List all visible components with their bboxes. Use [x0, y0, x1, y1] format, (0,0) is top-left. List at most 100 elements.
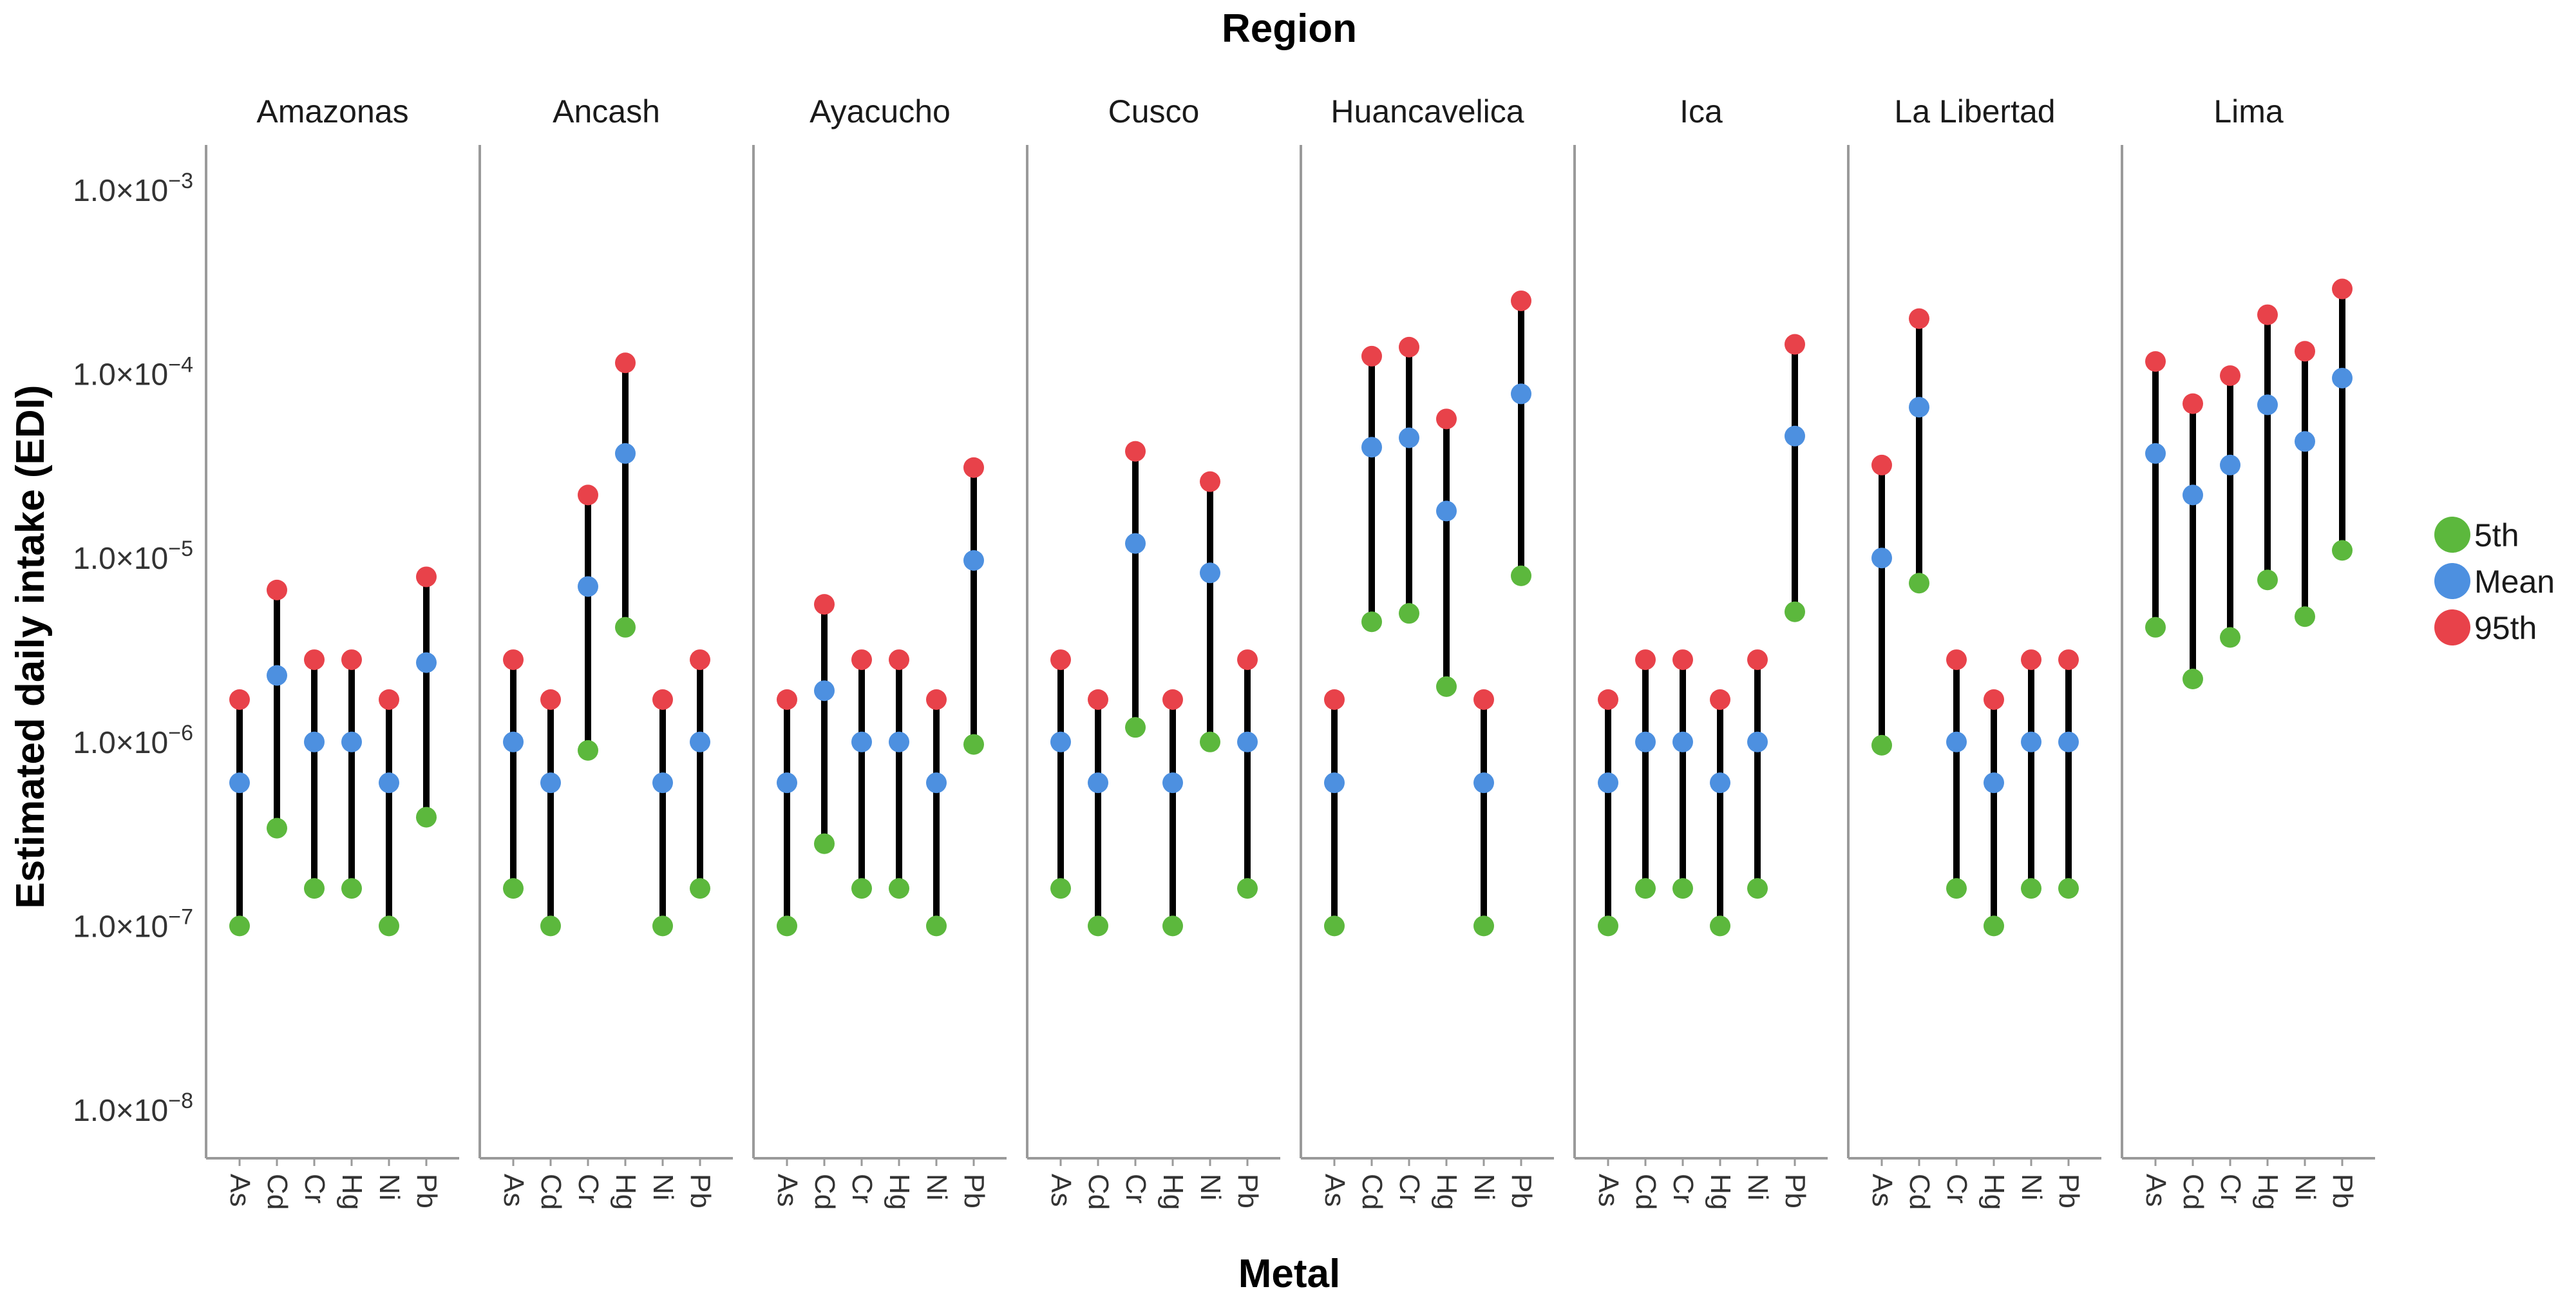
point-5th	[379, 915, 399, 937]
point-5th	[615, 616, 636, 638]
point-5th	[1909, 573, 1929, 594]
x-tick-label: Ni	[647, 1174, 679, 1201]
point-5th	[1436, 676, 1457, 697]
point-mean	[2295, 431, 2315, 452]
point-mean	[1635, 731, 1656, 752]
x-tick-label: Cr	[1120, 1174, 1151, 1203]
point-95th	[1436, 408, 1457, 430]
point-95th	[1598, 689, 1618, 710]
x-tick-label: As	[772, 1174, 803, 1207]
point-95th	[1050, 649, 1071, 671]
point-5th	[1785, 601, 1805, 622]
x-tick-label: As	[1866, 1174, 1898, 1207]
x-tick-label: Pb	[1232, 1174, 1264, 1209]
point-95th	[1088, 689, 1108, 710]
point-mean	[615, 443, 636, 464]
legend-label-p5: 5th	[2474, 517, 2519, 553]
x-tick-label: Cr	[1667, 1174, 1699, 1203]
point-5th	[503, 878, 524, 899]
x-tick-label: Hg	[336, 1174, 368, 1210]
point-mean	[926, 772, 947, 794]
x-tick-label: Cd	[809, 1174, 840, 1210]
x-tick-label: As	[2140, 1174, 2172, 1207]
point-5th	[1635, 878, 1656, 899]
facet-panel: Amazonas As Cd Cr Hg Ni Pb	[205, 93, 459, 1210]
facet-panel: La Libertad As Cd Cr Hg Ni Pb	[1847, 93, 2101, 1210]
point-mean	[1984, 772, 2004, 794]
point-mean	[2332, 367, 2353, 388]
point-mean	[1747, 731, 1768, 752]
point-95th	[1237, 649, 1258, 671]
x-tick-label: Cr	[2215, 1174, 2246, 1203]
x-tick-label: Cd	[261, 1174, 293, 1210]
x-tick-label: Cr	[573, 1174, 604, 1203]
point-5th	[1050, 878, 1071, 899]
x-tick-label: Pb	[2053, 1174, 2085, 1209]
point-mean	[1598, 772, 1618, 794]
legend-label-p95: 95th	[2474, 610, 2537, 646]
point-mean	[1237, 731, 1258, 752]
point-95th	[578, 484, 598, 506]
point-95th	[1635, 649, 1656, 671]
facet-strip-label: Cusco	[1108, 93, 1200, 129]
point-95th	[229, 689, 250, 710]
x-tick-label: Ni	[374, 1174, 405, 1201]
x-tick-label: As	[1319, 1174, 1350, 1207]
x-tick-label: Pb	[1506, 1174, 1537, 1209]
x-tick-label: Hg	[1705, 1174, 1736, 1210]
point-mean	[229, 772, 250, 794]
point-95th	[1946, 649, 1967, 671]
x-tick-label: Cr	[846, 1174, 878, 1203]
point-mean	[2021, 731, 2041, 752]
x-tick-label: Cd	[2177, 1174, 2209, 1210]
point-mean	[2257, 394, 2278, 416]
facet-panel: Huancavelica As Cd Cr Hg Ni Pb	[1300, 93, 1554, 1210]
point-mean	[379, 772, 399, 794]
point-5th	[229, 915, 250, 937]
x-tick-label: As	[498, 1174, 529, 1207]
x-tick-label: Cd	[1904, 1174, 1935, 1210]
point-95th	[1871, 454, 1892, 475]
point-mean	[1088, 772, 1108, 794]
x-tick-label: Cr	[1941, 1174, 1973, 1203]
x-tick-label: Cr	[1394, 1174, 1425, 1203]
point-95th	[540, 689, 561, 710]
point-mean	[1710, 772, 1730, 794]
point-mean	[578, 576, 598, 597]
y-tick-label: 1.0×10−4	[73, 353, 193, 392]
point-mean	[540, 772, 561, 794]
legend-key-p5	[2434, 517, 2470, 553]
point-95th	[1162, 689, 1183, 710]
x-tick-label: Hg	[1431, 1174, 1463, 1210]
point-mean	[1511, 383, 1531, 405]
point-5th	[341, 878, 362, 899]
point-95th	[1399, 336, 1419, 358]
point-mean	[341, 731, 362, 752]
point-95th	[1200, 471, 1220, 492]
point-mean	[1871, 548, 1892, 569]
point-mean	[963, 549, 984, 571]
x-axis-title: Metal	[1238, 1252, 1340, 1296]
point-mean	[1125, 533, 1146, 554]
point-95th	[1361, 345, 1382, 367]
legend-label-mean: Mean	[2474, 564, 2555, 600]
point-5th	[2145, 616, 2166, 638]
point-95th	[2257, 304, 2278, 325]
x-tick-label: Hg	[884, 1174, 915, 1210]
x-tick-label: Pb	[1779, 1174, 1811, 1209]
point-mean	[1473, 772, 1494, 794]
point-5th	[2021, 878, 2041, 899]
y-tick-label: 1.0×10−3	[73, 169, 193, 208]
point-mean	[2058, 731, 2079, 752]
point-5th	[851, 878, 872, 899]
legend-key-mean	[2434, 563, 2470, 599]
point-5th	[690, 878, 710, 899]
point-5th	[1088, 915, 1108, 937]
point-5th	[2295, 606, 2315, 627]
point-5th	[1473, 915, 1494, 937]
point-5th	[1672, 878, 1693, 899]
point-95th	[341, 649, 362, 671]
facet-strip-label: Huancavelica	[1331, 93, 1524, 129]
